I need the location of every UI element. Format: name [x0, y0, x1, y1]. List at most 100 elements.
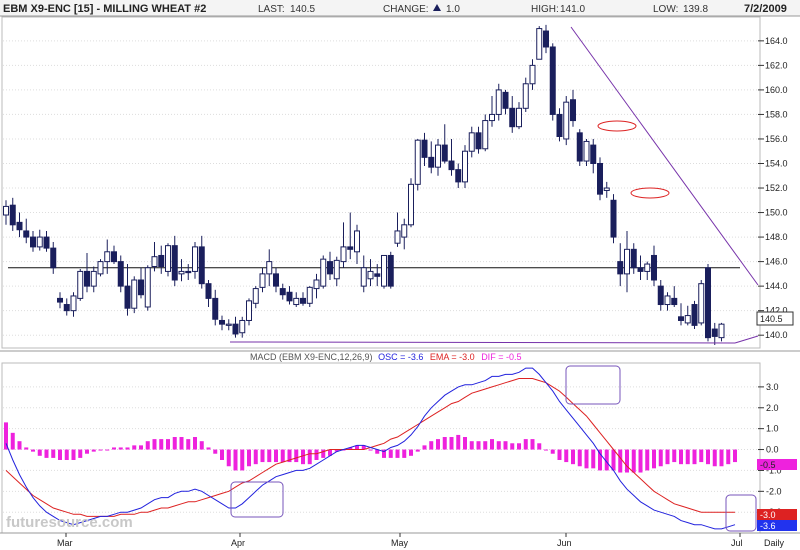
macd-dif-bar [577, 449, 582, 467]
candle-body-up [664, 295, 671, 306]
candle-body-up [394, 230, 401, 244]
candle [144, 265, 151, 311]
macd-dif-bar [233, 449, 238, 471]
candle-body-up [644, 263, 651, 272]
candle-body-down [651, 254, 657, 281]
candle-body-down [637, 267, 644, 272]
macd-dif-bar [37, 449, 42, 456]
candle [219, 315, 225, 331]
candle [637, 255, 644, 280]
price-panel [1, 16, 761, 349]
macd-dif-bar [166, 439, 170, 450]
macd-dif-bar [10, 432, 15, 450]
candle-body-down [138, 279, 144, 296]
candle-body-up [144, 267, 151, 308]
candle-body-up [192, 246, 198, 272]
change-label: CHANGE: [383, 4, 429, 15]
macd-dif-bar [280, 449, 285, 463]
trendline-base [229, 341, 736, 344]
price-tick-label: 154.0 [765, 158, 788, 168]
candle-body-down [212, 297, 219, 320]
candle-body-down [117, 261, 124, 287]
candle [489, 96, 495, 127]
macd-dif-bar [436, 439, 440, 450]
macd-dif-bar [618, 449, 623, 473]
macd-dif-bar [544, 449, 548, 451]
candle-body-up [306, 286, 313, 304]
macd-dif-bar [712, 449, 717, 467]
change-up-icon [433, 4, 441, 11]
macd-dif-bar [611, 449, 616, 471]
header-bar [0, 0, 800, 16]
last-price-marker [756, 311, 794, 326]
macd-dif-bar [395, 449, 400, 458]
macd-dif-bar [118, 447, 123, 450]
x-month-label: Apr [231, 538, 245, 548]
candle [306, 286, 313, 307]
candle-body-up [462, 150, 468, 183]
last-value: 140.5 [290, 4, 315, 15]
macd-dif-bar [631, 449, 636, 473]
candle [16, 212, 23, 238]
candle-body-up [340, 246, 347, 263]
price-tick-label: 148.0 [765, 232, 788, 242]
candle-body-up [259, 273, 266, 288]
macd-dif-bar [179, 437, 184, 450]
watermark: futuresource.com [6, 514, 133, 531]
candle-body-down [590, 144, 597, 164]
candle [286, 286, 293, 305]
macd-dif-bar [375, 449, 380, 454]
candle [590, 138, 597, 174]
candle-body-up [90, 270, 97, 287]
macd-dif-bar [510, 443, 515, 450]
candle [502, 89, 509, 115]
price-tick-label: 152.0 [765, 183, 788, 193]
candle-body-up [435, 144, 441, 168]
highlight-box-jul [725, 494, 757, 532]
candle-body-down [705, 267, 711, 339]
candle [347, 212, 354, 260]
candle-body-down [610, 199, 617, 238]
candle-body-up [354, 230, 360, 253]
candle [131, 276, 138, 314]
macd-dif-bar [274, 449, 278, 463]
macd-dif-bar [719, 449, 724, 467]
chart-date: 7/2/2009 [744, 3, 787, 15]
resistance-ellipse-2 [630, 187, 670, 199]
candle [563, 96, 570, 146]
candle [576, 129, 583, 166]
candle [252, 286, 259, 309]
candle [522, 77, 529, 112]
candle [678, 303, 684, 326]
candle [718, 322, 725, 342]
candle-body-up [408, 183, 414, 226]
candle-body-up [367, 270, 374, 280]
candle [178, 259, 185, 282]
candle-body-up [131, 279, 138, 309]
low-label: LOW: [653, 4, 678, 15]
macd-dif-bar [199, 441, 204, 450]
trendline-bottom [734, 335, 759, 344]
candle-body-up [516, 107, 522, 128]
macd-dif-bar [220, 449, 224, 460]
macd-dif-bar [422, 445, 427, 450]
candle [259, 267, 266, 293]
price-tick-label: 142.0 [765, 306, 788, 316]
candle [556, 108, 563, 142]
candle-body-down [327, 261, 333, 275]
ema-marker [757, 509, 797, 520]
candle-body-down [711, 328, 718, 337]
macd-tick-label: -1.0 [766, 465, 782, 475]
macd-title: MACD (EBM X9-ENC,12,26,9) OSC = -3.6 EMA… [250, 352, 521, 362]
macd-dif-bar [672, 449, 677, 463]
macd-dif-bar [517, 443, 521, 450]
candle [624, 230, 630, 293]
candle [549, 43, 556, 121]
candle-body-up [468, 132, 475, 152]
macd-dif-bar [71, 449, 76, 460]
last-price-marker-label: 140.5 [760, 314, 783, 324]
candle [158, 245, 165, 274]
candle [367, 259, 374, 287]
macd-dif-bar [64, 449, 69, 460]
